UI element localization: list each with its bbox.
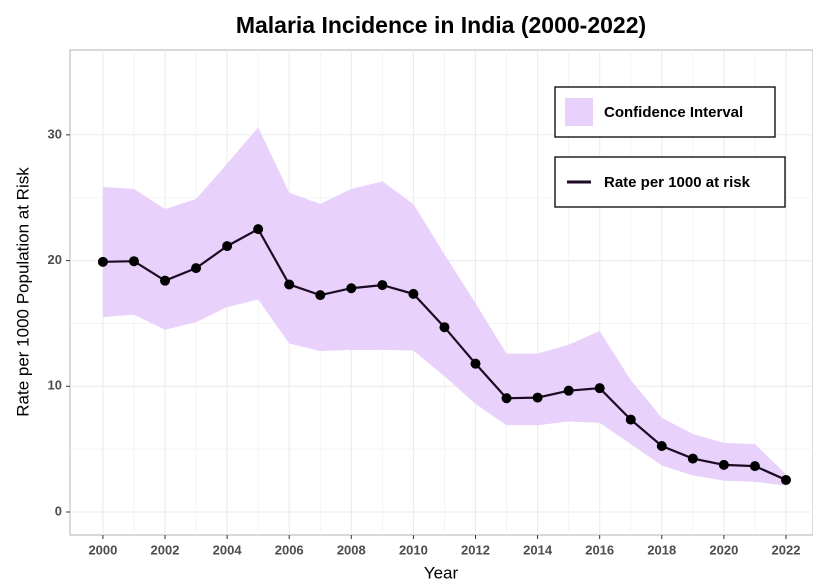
point [594,383,605,394]
x-tick-label: 2012 [461,542,490,557]
point [222,241,233,252]
point [563,385,574,396]
point [625,414,636,425]
x-tick-label: 2008 [337,542,366,557]
x-tick-label: 2006 [275,542,304,557]
point [284,279,295,290]
x-tick-label: 2004 [213,542,243,557]
chart-title: Malaria Incidence in India (2000-2022) [236,12,646,38]
point [160,275,171,286]
point [128,256,139,267]
point [656,440,667,451]
x-tick-label: 2022 [772,542,801,557]
point [687,453,698,464]
point [377,280,388,291]
y-tick-label: 30 [48,126,62,141]
point [439,322,450,333]
y-axis-title: Rate per 1000 Population at Risk [13,167,32,417]
legend-box [554,156,786,208]
x-tick-label: 2014 [523,542,553,557]
confidence-band [102,127,786,486]
point [532,392,543,403]
y-tick-label: 20 [48,252,62,267]
point [780,474,791,485]
point [97,256,108,267]
y-tick-label: 0 [55,503,62,518]
x-tick-label: 2016 [585,542,614,557]
point [253,224,264,235]
point [501,393,512,404]
x-axis-title: Year [424,563,459,582]
point [470,358,481,369]
legend-label: Confidence Interval [604,104,743,121]
legend-item: Confidence Interval [554,86,776,138]
x-tick-label: 2000 [88,542,117,557]
legend-label: Rate per 1000 at risk [604,174,751,191]
x-tick-label: 2002 [151,542,180,557]
y-tick-label: 10 [48,378,62,393]
point [408,288,419,299]
x-tick-label: 2018 [647,542,676,557]
point [749,461,760,472]
point [346,283,357,294]
point [718,459,729,470]
point [315,290,326,301]
legend-swatch [565,98,593,126]
x-tick-label: 2010 [399,542,428,557]
x-tick-label: 2020 [709,542,738,557]
point [191,263,202,274]
legend-item: Rate per 1000 at risk [554,156,786,208]
